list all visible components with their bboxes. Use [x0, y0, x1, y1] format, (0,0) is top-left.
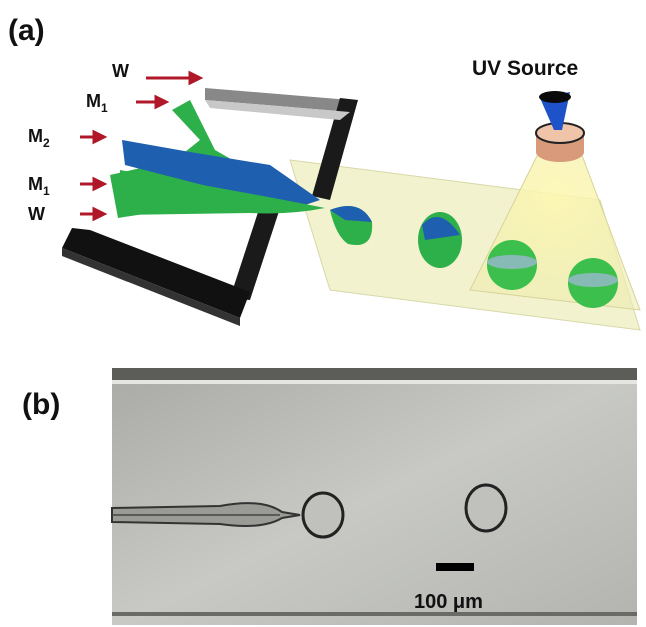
panel-label: (a)	[8, 14, 45, 47]
micrograph	[112, 368, 637, 625]
label-part: M	[28, 126, 43, 146]
inlet-label: W	[112, 61, 129, 81]
figure: (a) W M1 M2 M1 W UV Source	[0, 0, 646, 627]
inlet-label: W	[28, 204, 45, 224]
inlet-label: M2	[28, 126, 50, 150]
fluid-streams	[110, 100, 325, 218]
label-part: W	[28, 204, 45, 224]
label-part: 1	[43, 184, 50, 198]
label-part: 2	[43, 136, 50, 150]
uv-label: UV Source	[472, 57, 578, 80]
label-part: M	[28, 174, 43, 194]
label-part: 1	[101, 101, 108, 115]
scale-bar-label: 100 μm	[414, 591, 483, 613]
panel-label: (b)	[22, 388, 60, 421]
label-part: M	[86, 91, 101, 111]
inlet-label: M1	[86, 91, 108, 115]
inlet-label: M1	[28, 174, 50, 198]
label-part: W	[112, 61, 129, 81]
